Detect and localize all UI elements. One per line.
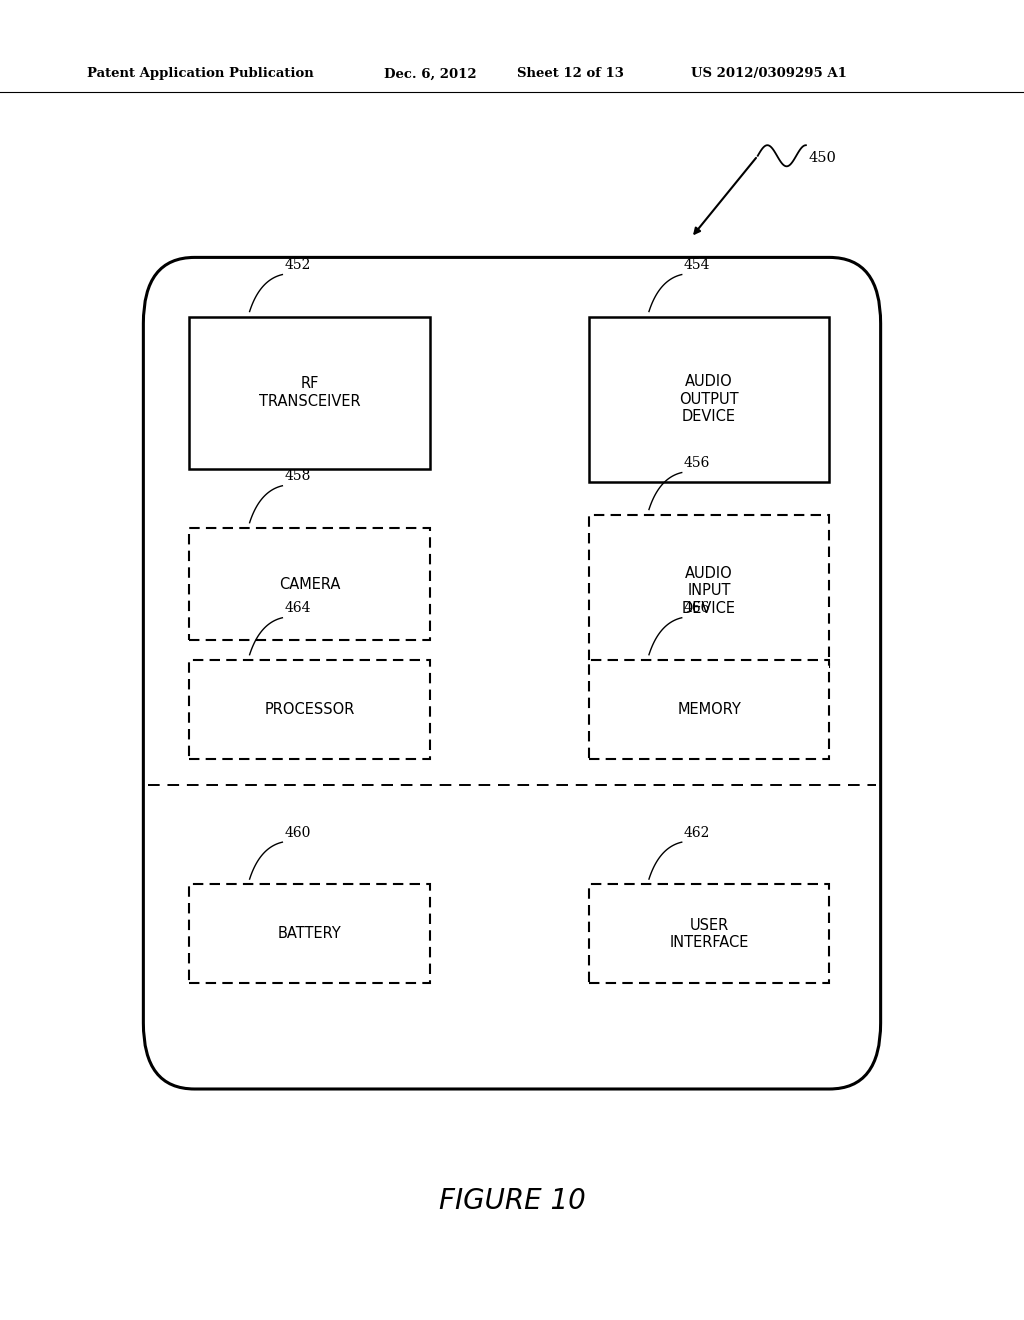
FancyBboxPatch shape xyxy=(143,257,881,1089)
Text: FIGURE 10: FIGURE 10 xyxy=(438,1187,586,1216)
Bar xyxy=(589,317,829,482)
Text: 452: 452 xyxy=(285,257,311,272)
Text: USER
INTERFACE: USER INTERFACE xyxy=(670,917,749,950)
Bar xyxy=(589,515,829,667)
Text: AUDIO
INPUT
DEVICE: AUDIO INPUT DEVICE xyxy=(682,566,736,615)
Text: AUDIO
OUTPUT
DEVICE: AUDIO OUTPUT DEVICE xyxy=(679,375,739,424)
Bar xyxy=(189,660,430,759)
Text: BATTERY: BATTERY xyxy=(278,927,342,941)
Text: 456: 456 xyxy=(684,455,711,470)
Text: Patent Application Publication: Patent Application Publication xyxy=(87,67,313,81)
Text: Sheet 12 of 13: Sheet 12 of 13 xyxy=(517,67,624,81)
Text: 458: 458 xyxy=(285,469,311,483)
Text: 450: 450 xyxy=(809,150,837,165)
Text: 462: 462 xyxy=(684,825,711,840)
Text: 460: 460 xyxy=(285,825,311,840)
Text: 464: 464 xyxy=(285,601,311,615)
Text: PROCESSOR: PROCESSOR xyxy=(264,702,355,717)
Bar xyxy=(589,660,829,759)
Text: Dec. 6, 2012: Dec. 6, 2012 xyxy=(384,67,476,81)
Text: RF
TRANSCEIVER: RF TRANSCEIVER xyxy=(259,376,360,409)
Text: 454: 454 xyxy=(684,257,711,272)
Text: US 2012/0309295 A1: US 2012/0309295 A1 xyxy=(691,67,847,81)
Text: CAMERA: CAMERA xyxy=(280,577,340,591)
Text: 466: 466 xyxy=(684,601,711,615)
Bar xyxy=(189,317,430,469)
Text: MEMORY: MEMORY xyxy=(677,702,741,717)
Bar xyxy=(589,884,829,983)
Bar xyxy=(189,884,430,983)
Bar xyxy=(189,528,430,640)
